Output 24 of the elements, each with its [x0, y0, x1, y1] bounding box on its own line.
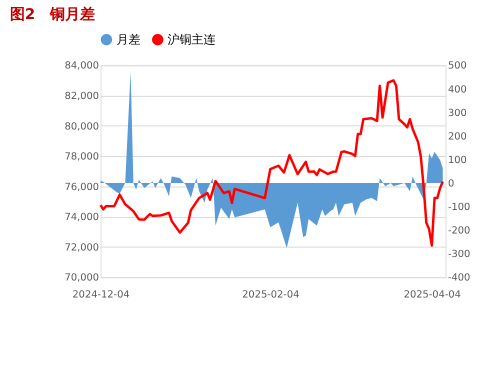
y2-tick-label: -200: [448, 226, 470, 237]
y-tick-label: 76,000: [64, 182, 100, 193]
y-tick-label: 82,000: [64, 91, 100, 102]
legend-label: 月差: [116, 32, 140, 47]
y2-tick-label: 100: [448, 154, 467, 166]
y2-tick-label: -100: [448, 202, 470, 213]
chart-title: 图2 铜月差: [10, 6, 96, 23]
y2-tick-label: 500: [448, 60, 467, 72]
y2-tick-label: 400: [448, 84, 467, 96]
y2-tick-label: -300: [448, 249, 470, 260]
x-tick-label: 2025-04-04: [404, 289, 461, 300]
y2-tick-label: 300: [448, 108, 467, 119]
x-tick-label: 2024-12-04: [72, 289, 130, 300]
y-tick-label: 74,000: [64, 212, 100, 224]
legend-label: 沪铜主连: [168, 32, 216, 47]
y-tick-label: 78,000: [64, 152, 100, 163]
y-tick-label: 70,000: [64, 272, 100, 284]
y2-tick-label: -400: [448, 272, 470, 284]
y-tick-label: 72,000: [64, 242, 100, 254]
y-tick-label: 80,000: [64, 121, 100, 132]
y2-tick-label: 200: [448, 131, 467, 142]
y-tick-label: 84,000: [64, 60, 100, 72]
y2-tick-label: 0: [448, 178, 454, 190]
x-tick-label: 2025-02-04: [242, 289, 300, 300]
